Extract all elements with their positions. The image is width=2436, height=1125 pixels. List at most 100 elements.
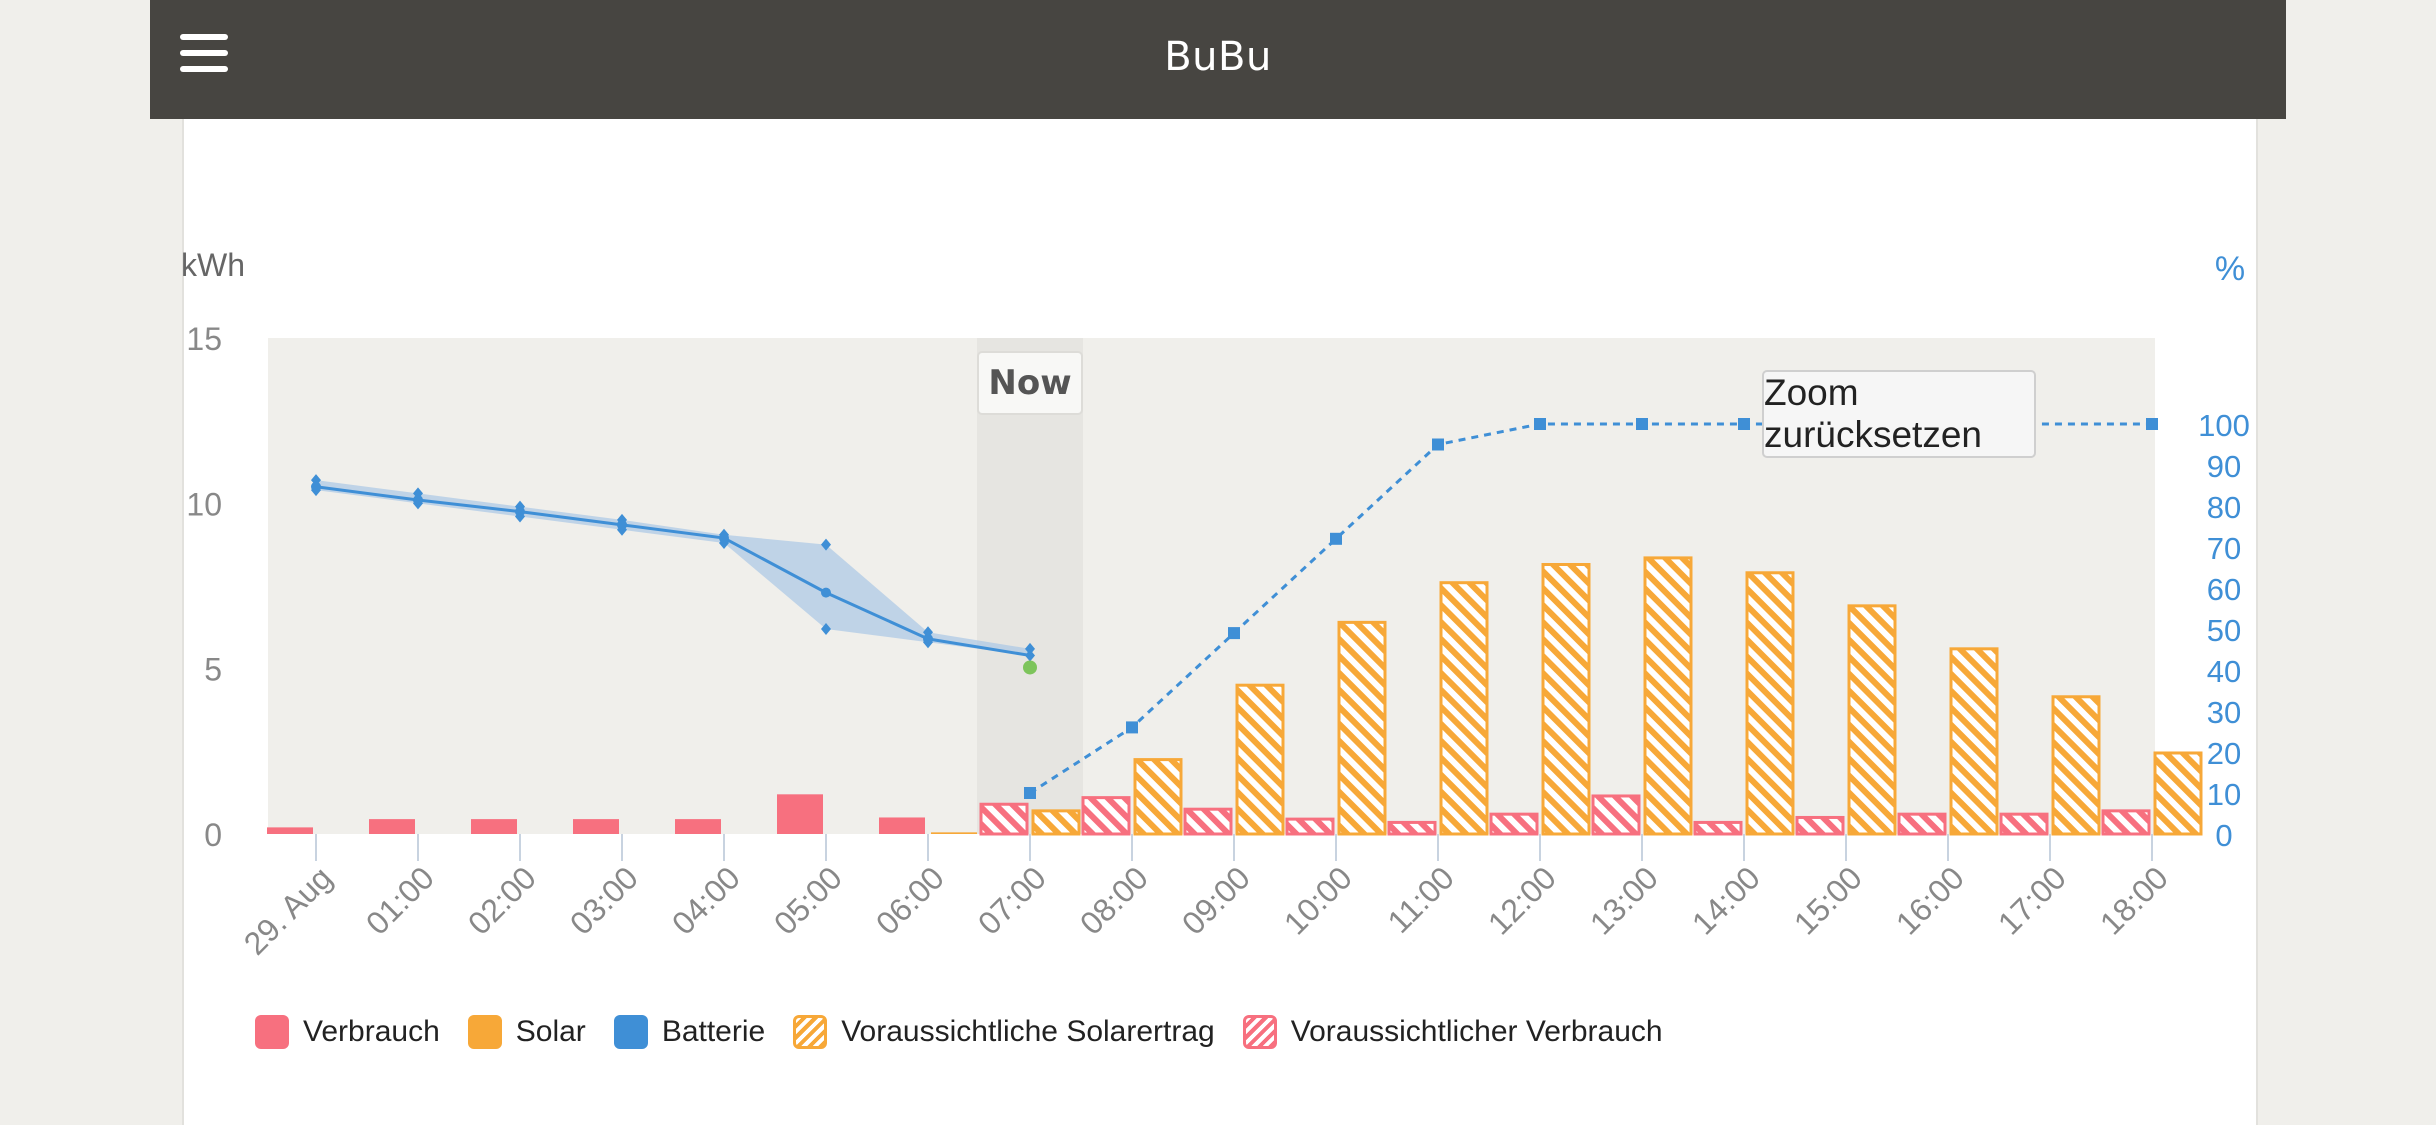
bar-voraussichtliche-solarertrag-2[interactable] [1235, 683, 1285, 836]
bar-voraussichtlicher-verbrauch-5[interactable] [1489, 812, 1539, 836]
battery-line[interactable] [315, 485, 1031, 657]
battery-forecast-point-3[interactable] [1330, 532, 1342, 545]
bar-verbrauch-0[interactable] [267, 827, 313, 834]
legend-label: Batterie [661, 1015, 766, 1048]
app-header: BuBu [150, 0, 2286, 119]
right-axis-tick-9: 90 [2207, 449, 2241, 484]
zoom-reset-button[interactable]: Zoom zurücksetzen [1762, 370, 2036, 458]
bar-verbrauch-6[interactable] [879, 817, 925, 834]
battery-forecast-point-0[interactable] [1024, 787, 1036, 799]
bar-voraussichtliche-solarertrag-5[interactable] [1541, 563, 1591, 836]
bar-voraussichtliche-solarertrag-9[interactable] [1949, 647, 1999, 836]
legend-label: Verbrauch [303, 1015, 440, 1048]
bar-voraussichtliche-solarertrag-1[interactable] [1133, 758, 1183, 836]
bar-voraussichtlicher-verbrauch-4[interactable] [1387, 820, 1437, 836]
battery-forecast-point-2[interactable] [1228, 627, 1240, 640]
battery-forecast-point-6[interactable] [1636, 418, 1648, 430]
legend-item-batterie[interactable]: Batterie [613, 1015, 766, 1049]
bar-voraussichtliche-solarertrag-0[interactable] [1031, 809, 1081, 836]
battery-forecast-point-4[interactable] [1432, 438, 1444, 451]
bar-solar-0[interactable] [931, 832, 977, 834]
bar-verbrauch-1[interactable] [369, 819, 415, 834]
bar-voraussichtliche-solarertrag-7[interactable] [1745, 571, 1795, 836]
x-axis-label-2: 02:00 [461, 859, 543, 941]
legend-item-solar[interactable]: Solar [467, 1015, 586, 1049]
legend-item-voraussichtlicher-verbrauch[interactable]: Voraussichtlicher Verbrauch [1242, 1015, 1663, 1049]
left-axis-tick-0: 0 [204, 817, 222, 853]
x-axis-label-9: 09:00 [1175, 859, 1257, 941]
left-axis-tick-3: 15 [186, 321, 222, 357]
bar-voraussichtlicher-verbrauch-0[interactable] [979, 802, 1029, 836]
battery-range-point-7-0 [1025, 649, 1035, 662]
battery-now-point[interactable] [1023, 660, 1037, 675]
bar-voraussichtliche-solarertrag-4[interactable] [1439, 581, 1489, 836]
bar-voraussichtlicher-verbrauch-7[interactable] [1693, 820, 1743, 836]
bar-verbrauch-3[interactable] [573, 819, 619, 834]
bar-verbrauch-2[interactable] [471, 819, 517, 834]
battery-forecast-point-1[interactable] [1126, 721, 1138, 734]
right-axis-tick-7: 70 [2207, 531, 2241, 566]
x-axis-label-11: 11:00 [1381, 859, 1461, 939]
battery-forecast-point-5[interactable] [1534, 418, 1546, 430]
battery-point-4[interactable] [719, 533, 729, 544]
right-axis-tick-10: 100 [2198, 408, 2250, 443]
bar-voraussichtlicher-verbrauch-8[interactable] [1795, 815, 1845, 836]
now-band [977, 338, 1083, 834]
battery-point-3[interactable] [617, 519, 627, 530]
now-label-box [977, 351, 1083, 415]
legend-item-voraussichtliche-solarertrag[interactable]: Voraussichtliche Solarertrag [793, 1015, 1215, 1049]
legend-label: Solar [515, 1015, 586, 1048]
bar-voraussichtliche-solarertrag-6[interactable] [1643, 556, 1693, 836]
legend-swatch [255, 1015, 289, 1049]
bar-voraussichtlicher-verbrauch-2[interactable] [1183, 807, 1233, 836]
bar-voraussichtlicher-verbrauch-6[interactable] [1591, 794, 1641, 836]
hamburger-menu-icon[interactable] [180, 34, 230, 74]
battery-range-point-5-1 [821, 538, 831, 551]
x-axis-label-6: 06:00 [869, 859, 951, 941]
battery-forecast-point-8[interactable] [2146, 418, 2158, 430]
bar-voraussichtlicher-verbrauch-11[interactable] [2101, 809, 2151, 836]
battery-point-5[interactable] [821, 587, 831, 598]
right-axis-tick-5: 50 [2207, 613, 2241, 648]
legend-label: Voraussichtliche Solarertrag [841, 1015, 1215, 1048]
now-label: Now [988, 363, 1071, 403]
bar-verbrauch-5[interactable] [777, 794, 823, 834]
x-axis-label-17: 17:00 [1991, 859, 2073, 941]
bar-voraussichtliche-solarertrag-11[interactable] [2153, 751, 2203, 836]
bar-verbrauch-4[interactable] [675, 819, 721, 834]
left-axis-title: kWh [181, 247, 245, 283]
right-axis-tick-3: 30 [2207, 695, 2241, 730]
legend-swatch [613, 1015, 648, 1049]
bar-voraussichtliche-solarertrag-10[interactable] [2051, 695, 2101, 836]
left-axis-tick-1: 5 [204, 652, 222, 688]
bar-voraussichtlicher-verbrauch-9[interactable] [1897, 812, 1947, 836]
battery-point-0[interactable] [311, 481, 321, 492]
x-axis-label-8: 08:00 [1073, 859, 1155, 941]
battery-point-1[interactable] [413, 495, 423, 506]
battery-forecast-point-7[interactable] [1738, 418, 1750, 430]
battery-point-2[interactable] [515, 506, 525, 517]
x-axis-label-7: 07:00 [971, 859, 1053, 941]
battery-point-6[interactable] [923, 633, 933, 644]
x-axis-label-10: 10:00 [1277, 859, 1359, 941]
x-axis-label-14: 14:00 [1685, 859, 1767, 941]
legend-swatch [467, 1015, 502, 1049]
x-axis-label-16: 16:00 [1889, 859, 1971, 941]
bar-voraussichtlicher-verbrauch-10[interactable] [1999, 812, 2049, 836]
chart-legend: Verbrauch Solar Batterie Voraussichtliche S… [255, 1010, 1691, 1054]
x-axis-label-12: 12:00 [1481, 859, 1563, 941]
right-axis-title: % [2215, 250, 2245, 288]
bar-voraussichtliche-solarertrag-8[interactable] [1847, 604, 1897, 836]
right-axis-tick-1: 10 [2207, 777, 2241, 812]
x-axis-label-4: 04:00 [665, 859, 747, 941]
right-axis-tick-6: 60 [2207, 572, 2241, 607]
right-axis-tick-4: 40 [2207, 654, 2241, 689]
right-axis-tick-2: 20 [2207, 736, 2241, 771]
legend-label: Voraussichtlicher Verbrauch [1290, 1015, 1663, 1048]
legend-item-verbrauch[interactable]: Verbrauch [255, 1015, 440, 1049]
x-axis-label-15: 15:00 [1787, 859, 1869, 941]
bar-voraussichtliche-solarertrag-3[interactable] [1337, 620, 1387, 836]
bar-voraussichtlicher-verbrauch-3[interactable] [1285, 817, 1335, 836]
bar-voraussichtlicher-verbrauch-1[interactable] [1081, 796, 1131, 836]
